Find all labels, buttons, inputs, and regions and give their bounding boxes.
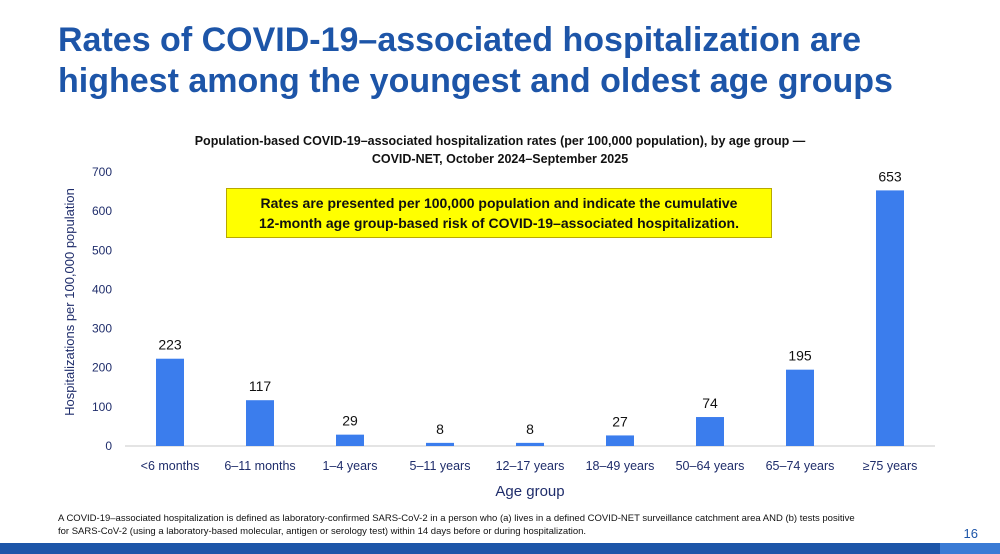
bar [156,358,184,446]
bar [246,400,274,446]
y-tick-label: 0 [105,439,112,453]
x-tick-label: 18–49 years [586,459,655,473]
x-tick-label: 50–64 years [676,459,745,473]
bottom-bar [0,543,1000,554]
y-tick-label: 700 [92,165,112,179]
y-tick-label: 600 [92,204,112,218]
x-tick-label: 65–74 years [766,459,835,473]
callout-line-2: 12-month age group-based risk of COVID-1… [259,215,739,231]
y-tick-label: 300 [92,322,112,336]
data-label: 27 [612,413,628,429]
chart-subtitle-line-1: Population-based COVID-19–associated hos… [194,134,806,148]
callout-box: Rates are presented per 100,000 populati… [226,188,772,238]
data-label: 195 [788,348,812,364]
slide-title: Rates of COVID-19–associated hospitaliza… [58,20,958,102]
y-tick-label: 500 [92,243,112,257]
chart-subtitle-line-2: COVID-NET, October 2024–September 2025 [371,152,629,166]
bar [876,190,904,446]
data-label: 8 [526,421,534,437]
y-tick-label: 100 [92,400,112,414]
footnote: A COVID-19–associated hospitalization is… [58,512,928,538]
slide-title-text: Rates of COVID-19–associated hospitaliza… [58,21,893,100]
data-label: 8 [436,421,444,437]
y-tick-label: 400 [92,282,112,296]
x-tick-label: ≥75 years [863,459,918,473]
y-tick-label: 200 [92,361,112,375]
y-axis-title: Hospitalizations per 100,000 population [62,188,77,416]
x-tick-label: 1–4 years [323,459,378,473]
bottom-bar-accent [940,543,1000,554]
bar [606,435,634,446]
footnote-line-1: A COVID-19–associated hospitalization is… [58,513,855,524]
x-tick-label: 12–17 years [496,459,565,473]
callout-line-1: Rates are presented per 100,000 populati… [260,195,738,211]
x-tick-label: 5–11 years [410,459,471,473]
chart-subtitle: Population-based COVID-19–associated hos… [150,132,850,168]
bar [696,417,724,446]
bar [516,442,544,446]
data-label: 74 [702,395,718,411]
bar [336,434,364,446]
x-axis-title: Age group [495,483,564,500]
footnote-line-2: for SARS-CoV-2 (using a laboratory-based… [58,526,587,537]
data-label: 223 [158,337,182,353]
bar [426,442,454,446]
data-label: 29 [342,413,358,429]
page-number: 16 [963,526,978,541]
data-label: 653 [878,168,902,184]
data-label: 117 [249,378,272,394]
x-tick-label: 6–11 months [224,459,295,473]
x-tick-label: <6 months [141,459,200,473]
bar [786,369,814,446]
